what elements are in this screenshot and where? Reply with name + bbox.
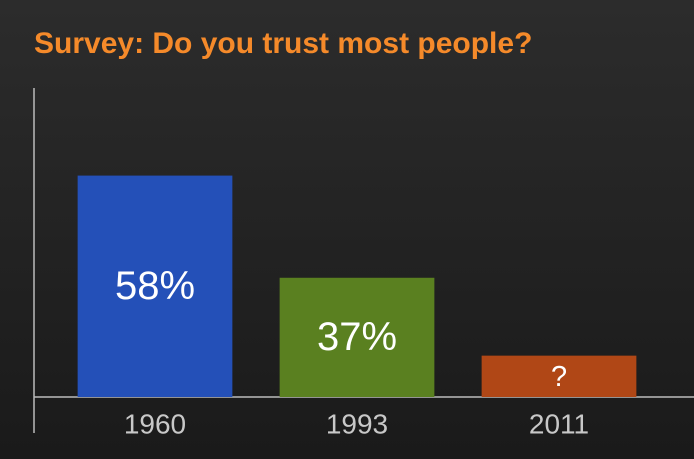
chart-title: Survey: Do you trust most people? bbox=[34, 27, 532, 60]
x-tick-label: 1993 bbox=[326, 408, 388, 439]
value-label: 37% bbox=[317, 315, 397, 359]
bar bbox=[77, 175, 233, 397]
x-tick-label: 1960 bbox=[124, 408, 186, 439]
value-label: 58% bbox=[115, 264, 195, 308]
x-tick-label: 2011 bbox=[529, 408, 589, 439]
bar bbox=[279, 277, 435, 397]
value-label: ? bbox=[551, 361, 567, 393]
bar bbox=[481, 355, 637, 397]
